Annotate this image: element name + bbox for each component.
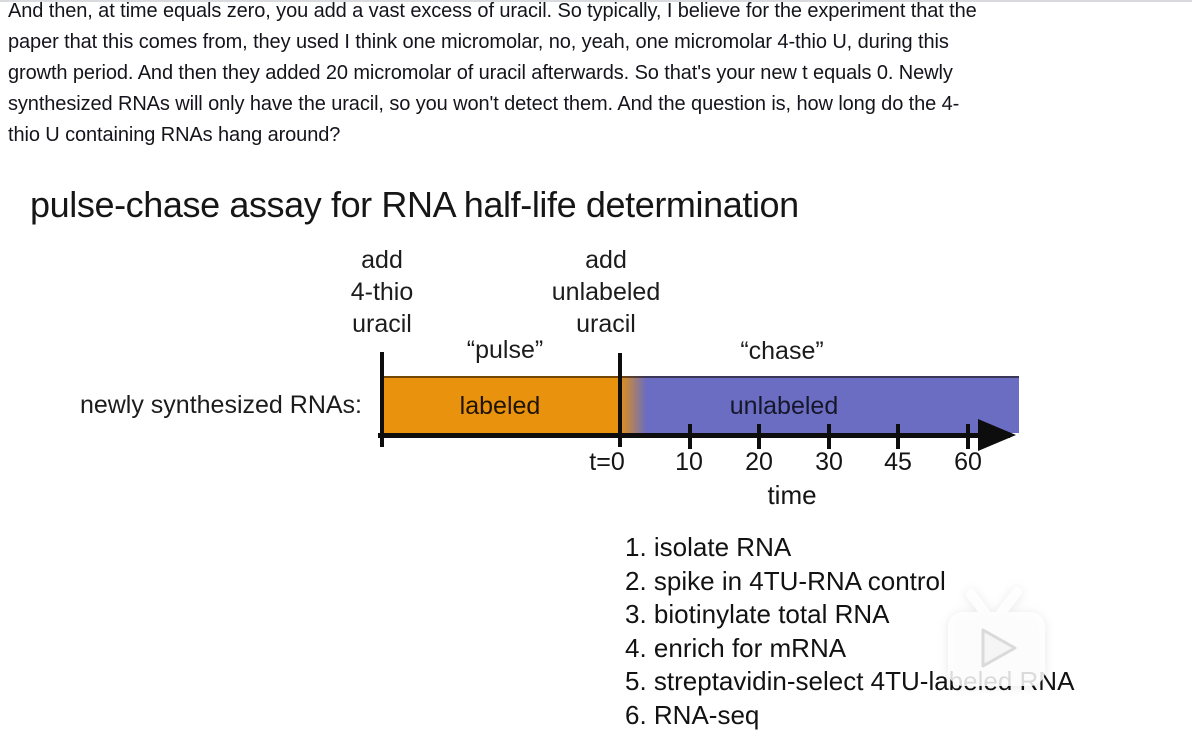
- tick-label-60: 60: [954, 448, 982, 476]
- tick-label-30: 30: [815, 448, 843, 476]
- tick-label-45: 45: [884, 448, 912, 476]
- axis-tick-20: [757, 424, 761, 449]
- axis-tick-45: [896, 424, 900, 449]
- axis-tick-10: [688, 424, 692, 449]
- newly-synthesized-rnas-label: newly synthesized RNAs:: [79, 391, 362, 419]
- label-add-unlabeled-uracil: add unlabeled uracil: [551, 246, 661, 338]
- marker-add-4thio: [380, 352, 384, 447]
- label-chase: “chase”: [740, 337, 824, 365]
- time-axis-line: [378, 433, 1010, 438]
- tick-label-10: 10: [675, 448, 703, 476]
- list-item: 3. biotinylate total RNA: [625, 599, 890, 629]
- marker-t0: [618, 353, 622, 447]
- bar-unlabeled-text: unlabeled: [729, 392, 839, 420]
- axis-tick-30: [827, 424, 831, 449]
- list-item: 4. enrich for mRNA: [625, 632, 847, 663]
- list-item: 6. RNA-seq: [625, 699, 760, 730]
- top-edge-line: [0, 0, 1192, 2]
- slide-title: pulse-chase assay for RNA half-life dete…: [30, 184, 799, 225]
- list-item: 1. isolate RNA: [625, 532, 792, 562]
- tv-play-icon[interactable]: [941, 586, 1047, 690]
- axis-tick-60: [966, 424, 970, 449]
- time-axis-label: time: [767, 480, 817, 510]
- tick-label-20: 20: [745, 448, 773, 476]
- label-add-4thio-uracil: add 4-thio uracil: [350, 246, 414, 338]
- list-item: 2. spike in 4TU-RNA control: [625, 565, 946, 596]
- timeline-bar: [382, 376, 1019, 433]
- tick-label-t0: t=0: [589, 448, 625, 476]
- transcript-paragraph: And then, at time equals zero, you add a…: [8, 0, 977, 146]
- bar-labeled-text: labeled: [459, 392, 541, 420]
- label-pulse: “pulse”: [466, 336, 544, 364]
- time-axis-arrowhead: [978, 419, 1016, 451]
